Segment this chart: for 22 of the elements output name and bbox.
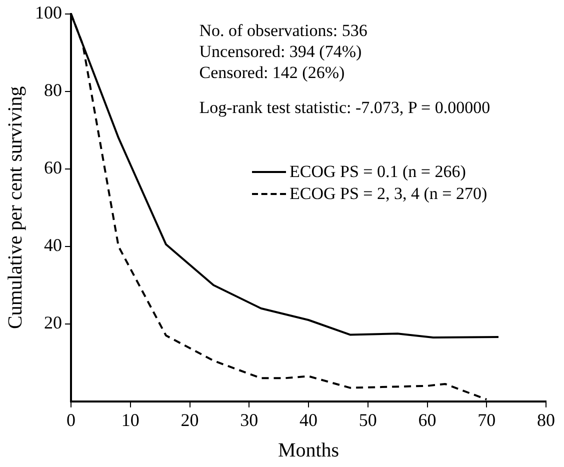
y-tick-label: 40 [44,235,62,256]
y-tick-label: 20 [44,312,62,333]
annotation: Uncensored: 394 (74%) [199,40,363,62]
y-tick-label: 60 [44,158,62,178]
x-tick-label: 70 [478,410,496,430]
x-tick-label: 0 [66,410,76,430]
annotation: Censored: 142 (26%) [199,62,346,83]
annotation: No. of observations: 536 [199,20,368,41]
x-tick-label: 40 [300,410,318,430]
annotation: Log-rank test statistic: -7.073, P = 0.00000 [199,96,490,118]
x-tick-label: 50 [358,410,377,430]
x-tick-label: 10 [121,410,140,430]
x-tick-label: 80 [537,410,555,430]
y-tick-label: 100 [35,2,62,23]
y-axis-title: Cumulative per cent surviving [4,86,26,329]
x-axis-title: Months [278,439,340,462]
legend-label: ECOG PS = 0.1 (n = 266) [290,161,466,184]
y-tick-label: 80 [44,80,62,100]
x-tick-label: 30 [240,410,258,430]
legend-label: ECOG PS = 2, 3, 4 (n = 270) [290,183,488,206]
x-tick-label: 20 [180,410,199,430]
x-tick-label: 60 [418,410,436,430]
